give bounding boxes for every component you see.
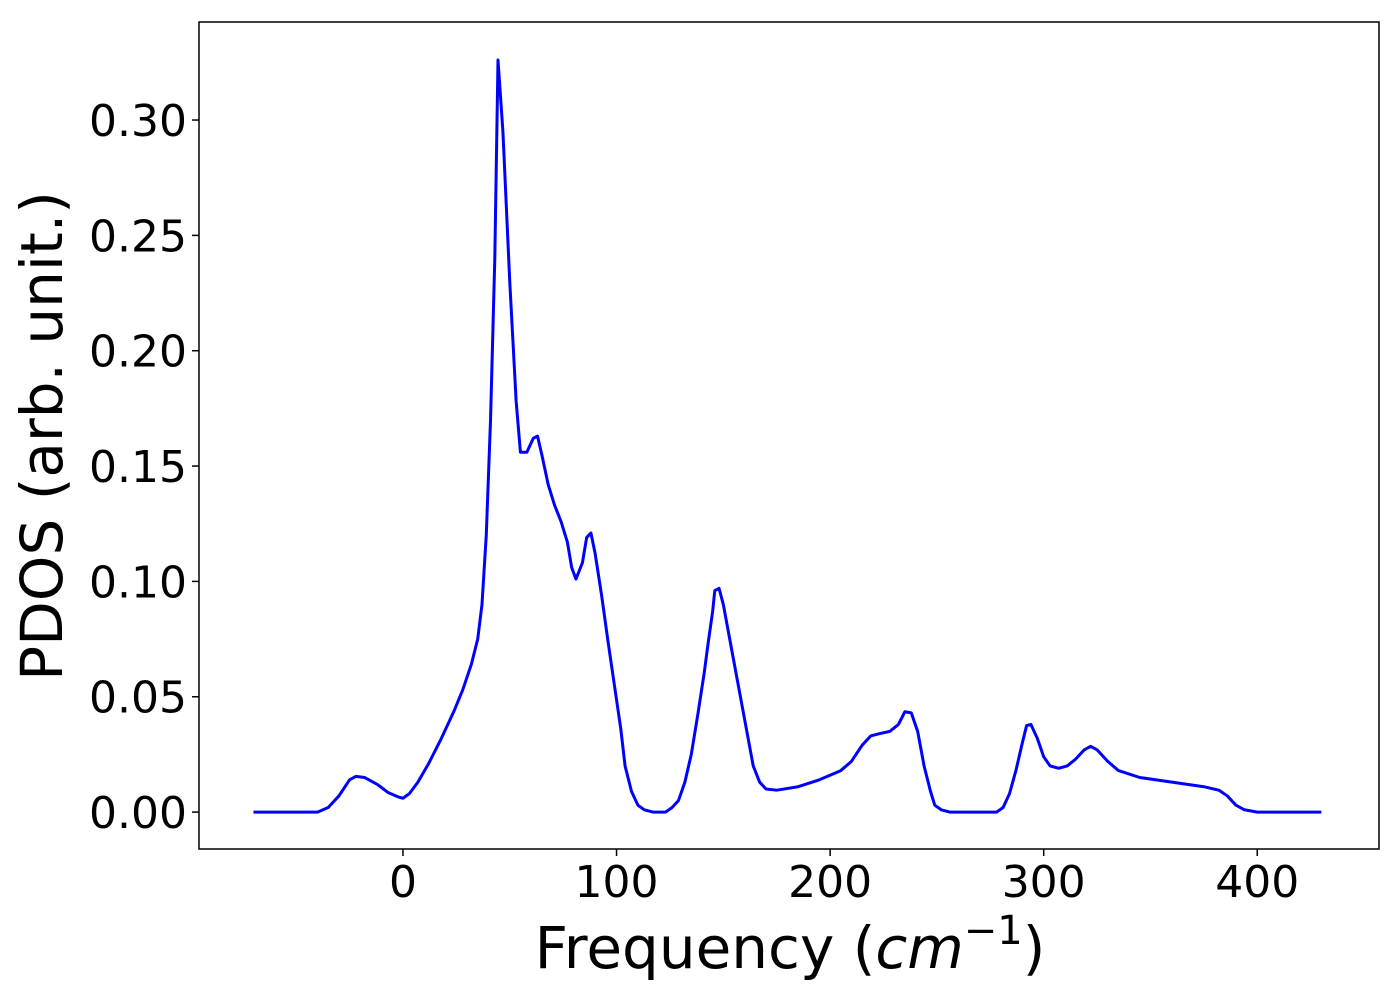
x-label-unit: cm: [875, 914, 963, 982]
y-tick-label: 0.05: [89, 673, 187, 724]
x-label-text: Frequency (: [535, 914, 876, 982]
y-tick-label: 0.15: [89, 442, 187, 493]
x-tick-label: 300: [1002, 857, 1086, 908]
y-axis-label: PDOS (arb. unit.): [8, 191, 76, 681]
x-label-close: ): [1023, 914, 1046, 982]
x-tick-label: 0: [389, 857, 417, 908]
plot-frame: [198, 21, 1380, 850]
x-tick-label: 100: [575, 857, 659, 908]
y-tick-label: 0.20: [89, 327, 187, 378]
x-label-exponent: −1: [964, 908, 1023, 954]
y-tick-label: 0.30: [89, 96, 187, 147]
data-line: [253, 58, 1322, 814]
y-tick-label: 0.10: [89, 557, 187, 608]
x-tick-label: 200: [788, 857, 872, 908]
y-tick-label: 0.25: [89, 211, 187, 262]
y-tick-label: 0.00: [89, 788, 187, 839]
x-tick-label: 400: [1215, 857, 1299, 908]
x-axis-label: Frequency (cm−1): [535, 908, 1046, 982]
